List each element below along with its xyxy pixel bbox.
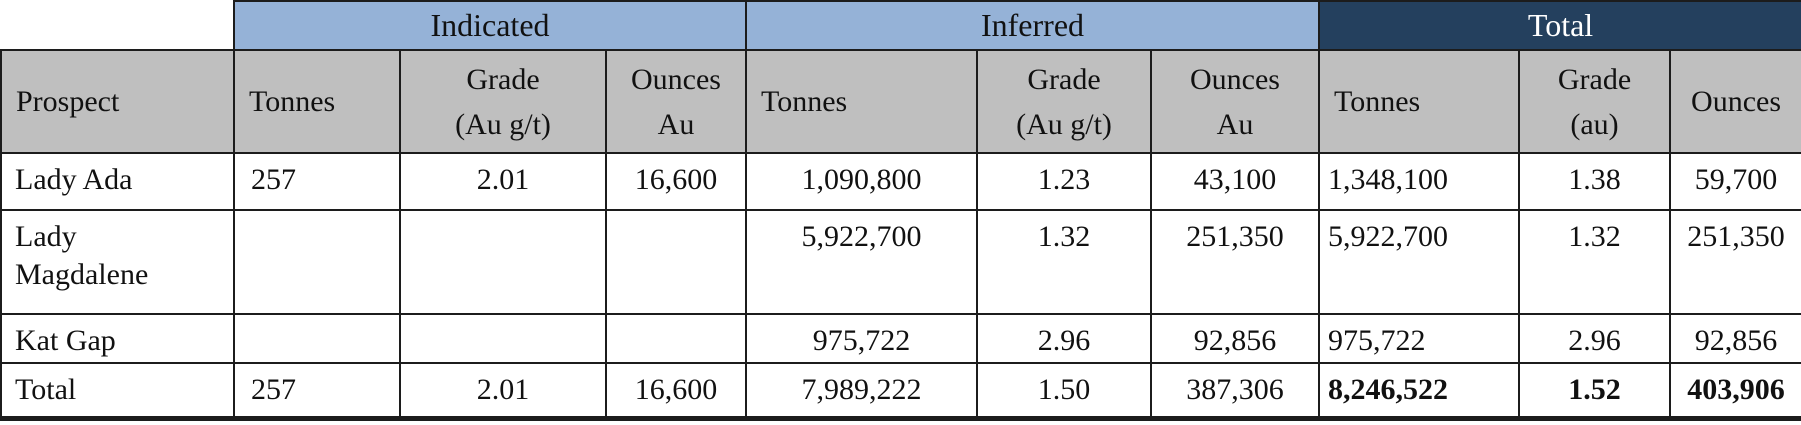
prospect-name-cell: Lady Magdalene [0, 209, 235, 315]
table-cell [399, 209, 607, 315]
table-cell: 1.38 [1518, 152, 1672, 211]
prospect-name-cell: Kat Gap [0, 313, 235, 364]
table-cell: 975,722 [745, 313, 978, 364]
table-cell: 59,700 [1669, 152, 1801, 211]
prospect-name-cell: Lady Ada [0, 152, 235, 211]
header-inferred-tonnes: Tonnes [745, 49, 978, 154]
table-cell: 43,100 [1149, 152, 1321, 211]
prospect-name-cell: Total [0, 362, 235, 421]
header-inferred-grade: Grade (Au g/t) [976, 49, 1152, 154]
table-cell: 2.01 [399, 152, 607, 211]
table-cell: 975,722 [1318, 313, 1521, 364]
column-header-row: Prospect Tonnes Grade (Au g/t) Ounces Au… [0, 49, 1801, 154]
table-cell: 2.96 [1518, 313, 1672, 364]
table-cell [605, 209, 747, 315]
table-cell: 92,856 [1149, 313, 1321, 364]
table-cell: 387,306 [1149, 362, 1321, 421]
table-cell: 1,090,800 [745, 152, 978, 211]
table-cell-grand-total-tonnes: 8,246,522 [1318, 362, 1521, 421]
table-cell: 251,350 [1149, 209, 1321, 315]
table-cell: 2.01 [399, 362, 607, 421]
table-cell: 251,350 [1669, 209, 1801, 315]
group-header-row: Indicated Inferred Total [1, 0, 1801, 51]
table-cell [605, 313, 747, 364]
table-cell: 5,922,700 [745, 209, 978, 315]
table-cell: 257 [233, 152, 401, 211]
group-header-indicated: Indicated [233, 0, 747, 51]
table-row: Lady Ada 257 2.01 16,600 1,090,800 1.23 … [0, 152, 1801, 211]
header-indicated-ounces: Ounces Au [605, 49, 747, 154]
table-cell: 5,922,700 [1318, 209, 1521, 315]
table-cell: 1.23 [976, 152, 1152, 211]
table-cell: 16,600 [605, 362, 747, 421]
table-row-total: Total 257 2.01 16,600 7,989,222 1.50 387… [0, 362, 1801, 421]
table-cell [399, 313, 607, 364]
table-cell: 1.32 [1518, 209, 1672, 315]
table-cell: 1.50 [976, 362, 1152, 421]
group-header-inferred: Inferred [744, 0, 1321, 51]
header-indicated-grade: Grade (Au g/t) [399, 49, 607, 154]
header-indicated-tonnes: Tonnes [233, 49, 401, 154]
table-cell: 92,856 [1669, 313, 1801, 364]
header-total-tonnes: Tonnes [1318, 49, 1521, 154]
table-cell [233, 313, 401, 364]
table-cell-grand-total-ounces: 403,906 [1669, 362, 1801, 421]
table-cell: 1,348,100 [1318, 152, 1521, 211]
header-total-grade: Grade (au) [1518, 49, 1672, 154]
table-cell: 2.96 [976, 313, 1152, 364]
corner-empty-cell [1, 1, 234, 50]
header-prospect: Prospect [0, 49, 235, 154]
table-cell: 1.32 [976, 209, 1152, 315]
table-cell: 7,989,222 [745, 362, 978, 421]
table-cell-grand-total-grade: 1.52 [1518, 362, 1672, 421]
header-inferred-ounces: Ounces Au [1149, 49, 1321, 154]
table-cell: 16,600 [605, 152, 747, 211]
table-cell: 257 [233, 362, 401, 421]
table-row: Lady Magdalene 5,922,700 1.32 251,350 5,… [0, 209, 1801, 315]
group-header-total: Total [1318, 0, 1801, 51]
table-row: Kat Gap 975,722 2.96 92,856 975,722 2.96… [0, 313, 1801, 364]
header-total-ounces: Ounces [1669, 49, 1801, 154]
table-cell [233, 209, 401, 315]
